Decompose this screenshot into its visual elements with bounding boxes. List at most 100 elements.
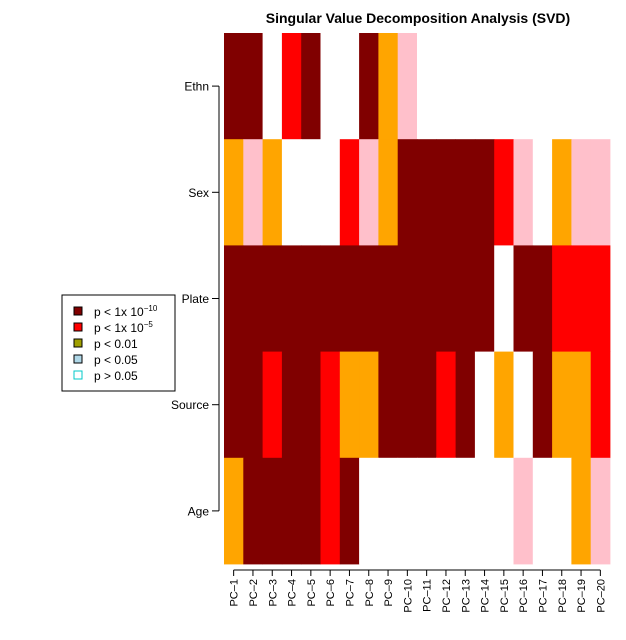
heatmap-cell [262,33,283,140]
heatmap-cell [359,33,379,140]
x-tick-label: PC–14 [480,579,492,613]
x-tick-label: PC–4 [287,579,299,607]
heatmap-cell [320,245,341,352]
x-tick-label: PC–19 [576,579,588,613]
x-tick-label: PC–16 [518,579,530,613]
heatmap-cell [455,351,476,459]
x-tick-label: PC–12 [441,579,453,613]
heatmap-cell [571,245,592,352]
heatmap-cell [571,457,592,565]
x-tick-label: PC–20 [595,579,607,613]
legend-label-text: p < 1x 10 [94,305,144,319]
x-tick-label: PC–3 [267,579,279,607]
x-tick-label: PC–18 [557,579,569,613]
heatmap-cell [436,351,456,459]
heatmap-cell [378,139,399,246]
legend-swatch [73,338,83,348]
heatmap-cell [281,139,302,246]
heatmap-cell [513,139,534,246]
heatmap-cell [301,33,321,140]
heatmap-cell [281,33,302,140]
legend-label: p < 1x 10−10 [94,304,158,319]
legend-label-text: p < 0.01 [94,337,138,351]
heatmap-cell [590,457,611,565]
heatmap-cell [397,457,418,565]
heatmap-cell [417,139,437,246]
heatmap-cell [243,245,263,352]
x-axis: PC–1 PC–2 PC–3 PC–4 PC–5 PC–6 PC–7 PC–8 PC–9 PC–1… [229,569,607,613]
heatmap-cell [301,351,321,459]
heatmap-cell [301,245,321,352]
heatmap-cell [552,245,572,352]
heatmap-cell [513,33,534,140]
y-tick-label: Source [171,398,209,412]
heatmap-cell [339,457,360,565]
x-tick-label: PC–15 [499,579,511,613]
heatmap-cell [224,457,244,565]
heatmap-cell [320,139,341,246]
y-tick-label: Ethn [184,80,209,94]
heatmap-cell [532,139,553,246]
heatmap-cell [397,351,418,459]
heatmap-cell [571,351,592,459]
heatmap-cell [224,33,244,140]
legend-label: p < 0.05 [94,353,138,367]
x-tick-label: PC–2 [248,579,260,607]
heatmap-cell [474,139,495,246]
heatmap-cell [455,245,476,352]
heatmap-cell [281,457,302,565]
y-tick-label: Plate [182,292,210,306]
legend-label: p < 0.01 [94,337,138,351]
heatmap-cell [455,33,476,140]
legend-swatch [73,322,83,332]
legend-label-exponent: −5 [144,320,154,329]
heatmap-cell [455,139,476,246]
heatmap-cell [397,33,418,140]
heatmap-cell [513,351,534,459]
heatmap-cell [262,139,283,246]
heatmap-cell [474,33,495,140]
heatmap-cell [243,351,263,459]
heatmap-cell [262,457,283,565]
legend-label: p > 0.05 [94,369,138,383]
chart-title: Singular Value Decomposition Analysis (S… [266,10,570,26]
heatmap-cell [494,457,514,565]
heatmap-cell [281,351,302,459]
heatmap-cell [590,33,611,140]
heatmap-cell [474,351,495,459]
heatmap-cell [552,457,572,565]
x-tick-label: PC–10 [402,579,414,613]
x-tick-label: PC–7 [344,579,356,607]
heatmap-cell [494,139,514,246]
heatmap-cell [552,139,572,246]
heatmap-cell [532,351,553,459]
heatmap-cell [378,457,399,565]
heatmap-cell [301,139,321,246]
heatmap-cell [552,33,572,140]
x-tick-label: PC–9 [383,579,395,607]
x-tick-label: PC–8 [364,579,376,607]
heatmap-cell [494,245,514,352]
heatmap-cell [590,351,611,459]
heatmap-cell [571,33,592,140]
heatmap-cell [359,351,379,459]
heatmap-cell [243,457,263,565]
heatmap-cell [494,33,514,140]
x-tick-label: PC–5 [306,579,318,607]
heatmap-cell [397,139,418,246]
heatmap-cell [281,245,302,352]
legend-swatch [73,354,83,364]
heatmap-cell [339,139,360,246]
heatmap-cell [301,457,321,565]
heatmap-cell [474,457,495,565]
legend-label-text: p < 1x 10 [94,321,144,335]
heatmap-cells [224,33,611,565]
heatmap-cell [417,33,437,140]
heatmap-cell [224,139,244,246]
heatmap-cell [455,457,476,565]
heatmap-cell [339,351,360,459]
x-tick-label: PC–11 [422,579,434,612]
heatmap-cell [532,33,553,140]
heatmap-cell [320,351,341,459]
